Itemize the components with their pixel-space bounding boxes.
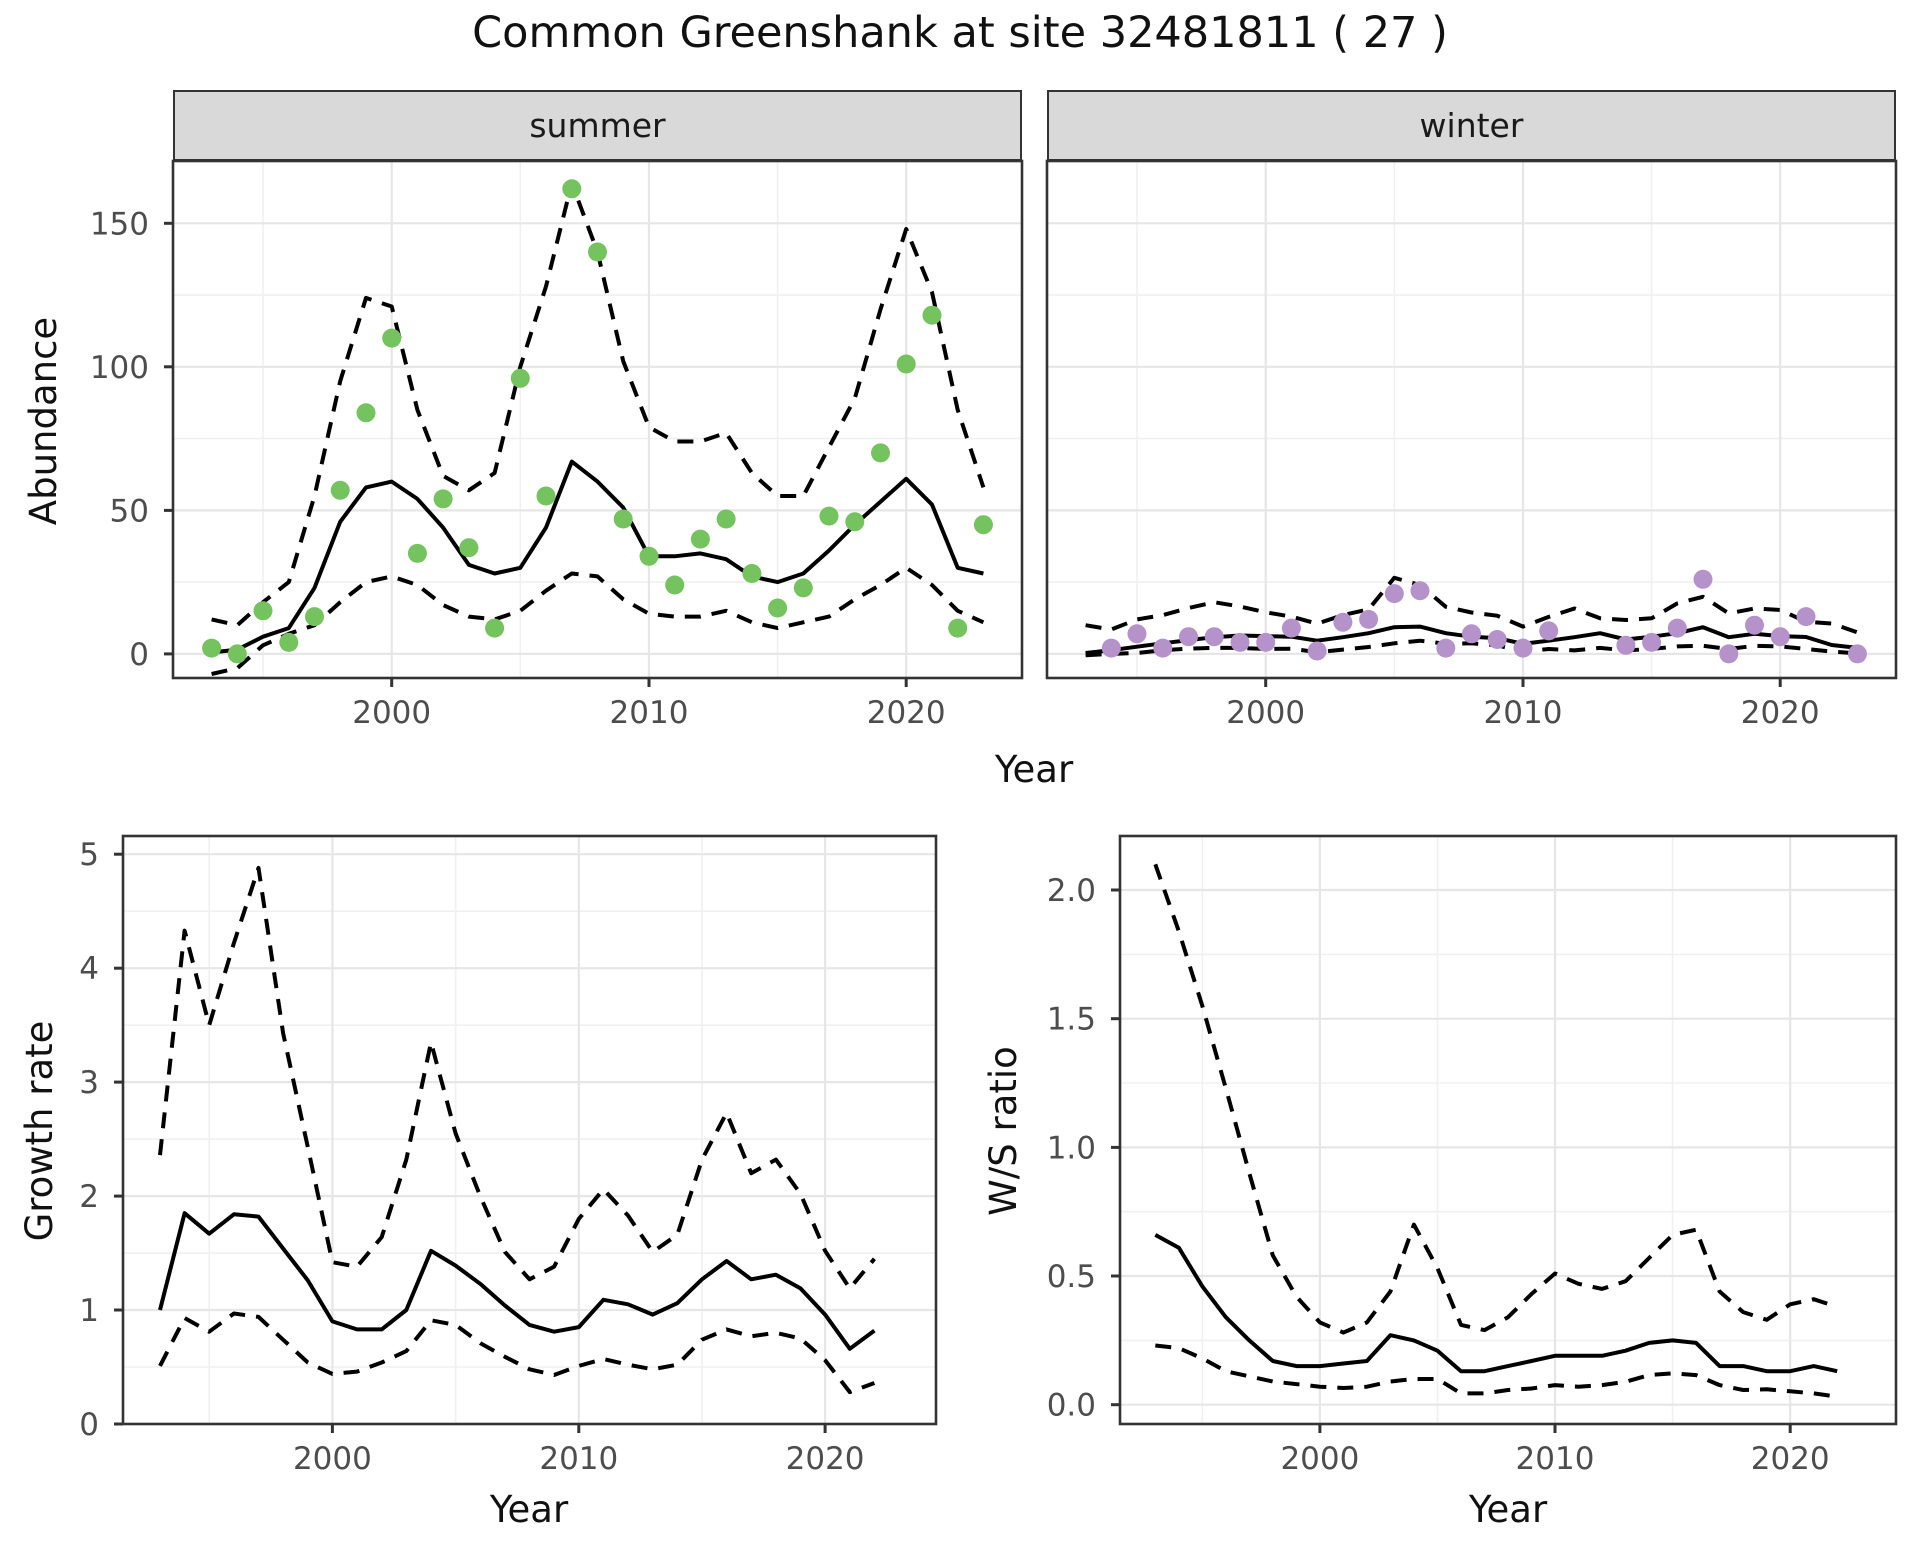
svg-text:2020: 2020: [1741, 695, 1820, 731]
svg-text:2.0: 2.0: [1047, 873, 1096, 909]
svg-text:1.5: 1.5: [1047, 1002, 1096, 1038]
facet-strip-winter-label: winter: [1419, 106, 1524, 145]
y-axis-title-growth-rate: Growth rate: [18, 1020, 61, 1242]
y-axis-title-abundance: Abundance: [22, 316, 65, 526]
svg-text:2010: 2010: [1484, 695, 1563, 731]
svg-text:1.0: 1.0: [1047, 1130, 1096, 1166]
svg-text:50: 50: [110, 493, 149, 529]
x-axis-title-bottom-left: Year: [489, 1488, 569, 1531]
svg-text:100: 100: [90, 350, 149, 386]
svg-text:2000: 2000: [1226, 695, 1305, 731]
svg-text:2020: 2020: [786, 1441, 865, 1477]
svg-text:2010: 2010: [1516, 1441, 1595, 1477]
x-axis-title-top: Year: [994, 748, 1074, 791]
svg-text:2000: 2000: [1280, 1441, 1359, 1477]
svg-text:4: 4: [79, 951, 99, 987]
svg-text:2: 2: [79, 1179, 99, 1215]
svg-text:2010: 2010: [539, 1441, 618, 1477]
svg-text:0: 0: [79, 1407, 99, 1443]
svg-text:0.0: 0.0: [1047, 1388, 1096, 1424]
plot-title: Common Greenshank at site 32481811 ( 27 …: [472, 8, 1448, 58]
svg-text:3: 3: [79, 1065, 99, 1101]
x-axis-title-bottom-right: Year: [1468, 1488, 1548, 1531]
svg-text:2000: 2000: [293, 1441, 372, 1477]
y-axis-title-ws-ratio: W/S ratio: [982, 1046, 1025, 1216]
svg-text:0.5: 0.5: [1047, 1259, 1096, 1295]
svg-text:2020: 2020: [867, 695, 946, 731]
svg-text:150: 150: [90, 206, 149, 242]
facet-strip-winter: winter: [1047, 90, 1896, 161]
svg-text:5: 5: [79, 837, 99, 873]
facet-strip-summer: summer: [173, 90, 1022, 161]
svg-text:0: 0: [129, 637, 149, 673]
svg-text:2010: 2010: [610, 695, 689, 731]
facet-strip-summer-label: summer: [529, 106, 666, 145]
svg-text:2000: 2000: [352, 695, 431, 731]
svg-text:2020: 2020: [1751, 1441, 1830, 1477]
svg-text:1: 1: [79, 1293, 99, 1329]
